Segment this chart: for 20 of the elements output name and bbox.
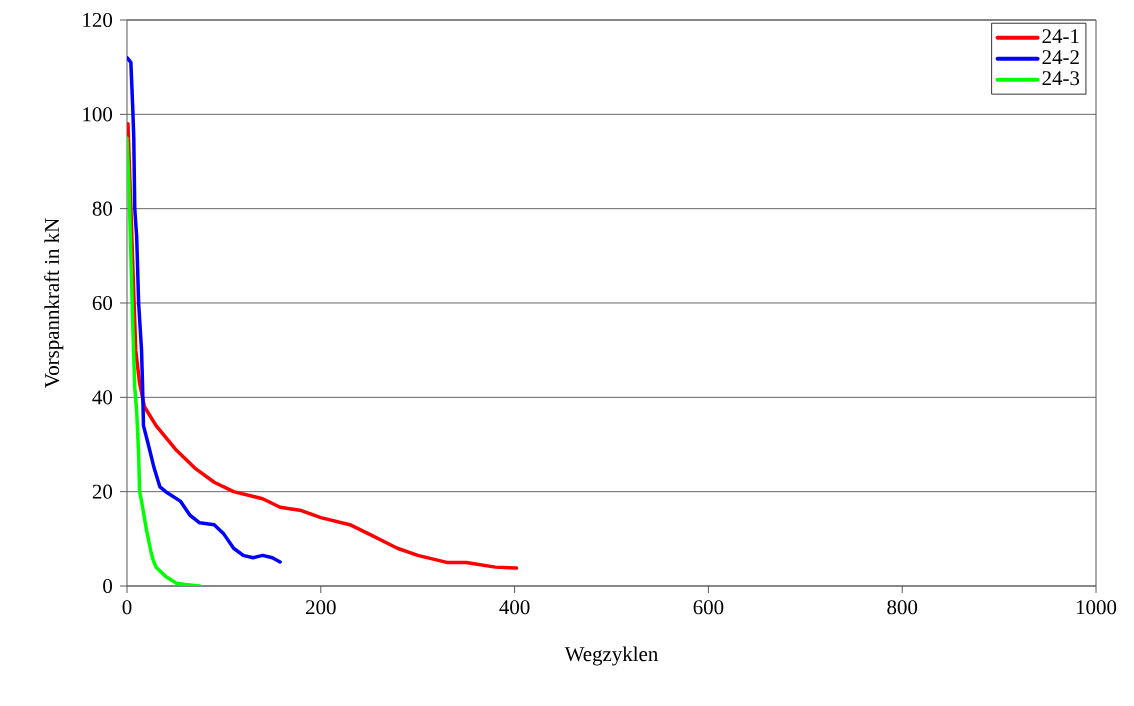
x-tick-label: 1000 — [1076, 600, 1117, 615]
x-tick-label: 600 — [693, 600, 724, 615]
x-tick-label: 400 — [499, 600, 530, 615]
x-tick-label: 0 — [122, 600, 132, 615]
legend-label: 24-2 — [1042, 50, 1079, 65]
legend-label: 24-1 — [1042, 29, 1079, 44]
y-axis-title: Vorspannkraft in kN — [44, 218, 64, 388]
x-axis-title: Wegzyklen — [564, 646, 658, 666]
y-tick-label: 0 — [103, 578, 113, 594]
y-tick-label: 100 — [83, 107, 113, 122]
line-series — [127, 55, 282, 564]
x-tick-label: 200 — [306, 600, 336, 615]
y-tick-label: 20 — [92, 484, 113, 499]
y-tick-label: 60 — [92, 295, 113, 311]
line-series — [127, 136, 202, 586]
x-tick-label: 800 — [887, 600, 918, 615]
y-tick-label: 120 — [83, 12, 113, 28]
y-tick-label: 40 — [92, 390, 113, 405]
legend-label: 24-3 — [1042, 71, 1080, 86]
y-tick-label: 80 — [92, 201, 113, 216]
